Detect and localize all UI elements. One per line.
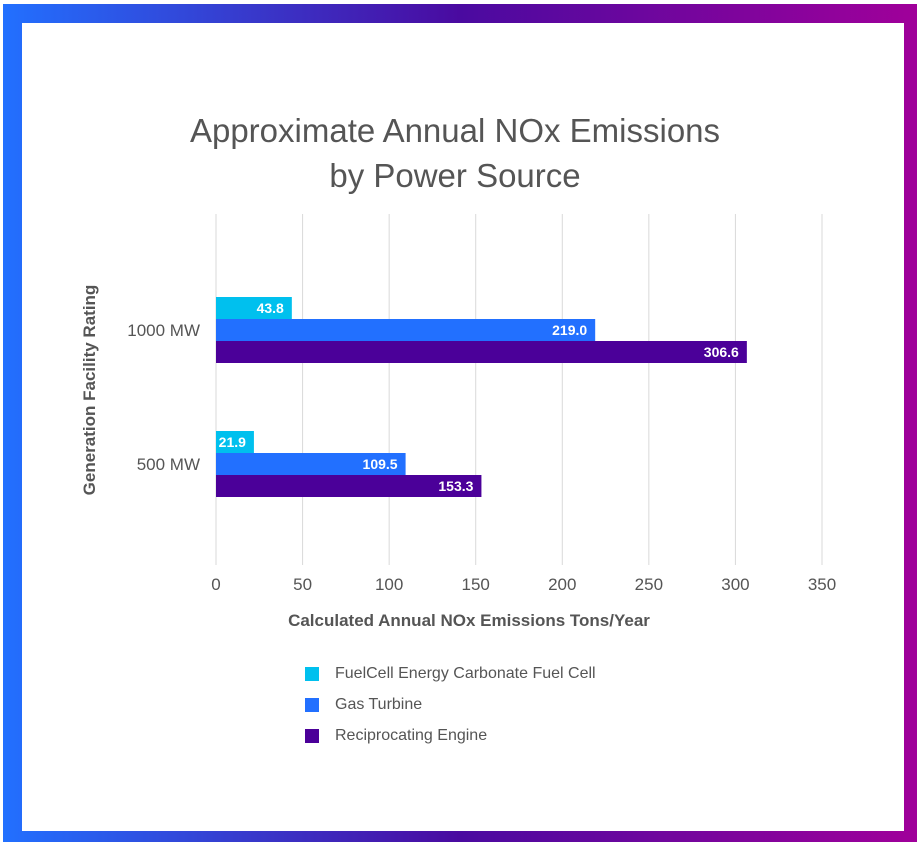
x-tick-label: 100: [375, 575, 403, 594]
legend-item: FuelCell Energy Carbonate Fuel Cell: [305, 658, 596, 689]
legend-swatch: [305, 666, 319, 681]
y-tick-label: 1000 MW: [127, 321, 200, 340]
data-label: 306.6: [704, 344, 739, 360]
chart-title: Approximate Annual NOx Emissions by Powe…: [0, 108, 910, 198]
y-axis-label: Generation Facility Rating: [80, 285, 99, 496]
data-label: 43.8: [257, 300, 284, 316]
bar: [216, 341, 747, 363]
bar: [216, 475, 482, 497]
x-tick-label: 300: [721, 575, 749, 594]
x-tick-label: 200: [548, 575, 576, 594]
y-tick-label: 500 MW: [137, 455, 200, 474]
data-label: 109.5: [363, 456, 398, 472]
data-label: 21.9: [219, 434, 246, 450]
bar: [216, 297, 292, 319]
bar: [216, 453, 406, 475]
legend-item: Reciprocating Engine: [305, 720, 596, 751]
legend-swatch: [305, 728, 319, 743]
gradient-frame: [3, 4, 917, 842]
legend-label: Gas Turbine: [335, 695, 423, 713]
legend-swatch: [305, 697, 319, 712]
data-label: 153.3: [438, 478, 473, 494]
title-line-2: by Power Source: [329, 157, 581, 194]
legend-label: FuelCell Energy Carbonate Fuel Cell: [335, 664, 596, 682]
x-tick-label: 350: [808, 575, 836, 594]
bar: [216, 431, 254, 453]
x-tick-label: 50: [293, 575, 312, 594]
x-axis-label: Calculated Annual NOx Emissions Tons/Yea…: [288, 611, 650, 630]
data-label: 219.0: [552, 322, 587, 338]
bar: [216, 319, 596, 341]
legend-label: Reciprocating Engine: [335, 726, 488, 744]
legend: FuelCell Energy Carbonate Fuel Cell Gas T…: [305, 658, 596, 751]
x-tick-label: 250: [635, 575, 663, 594]
x-tick-label: 0: [211, 575, 220, 594]
title-line-1: Approximate Annual NOx Emissions: [189, 112, 721, 149]
x-tick-label: 150: [462, 575, 490, 594]
legend-item: Gas Turbine: [305, 689, 596, 720]
